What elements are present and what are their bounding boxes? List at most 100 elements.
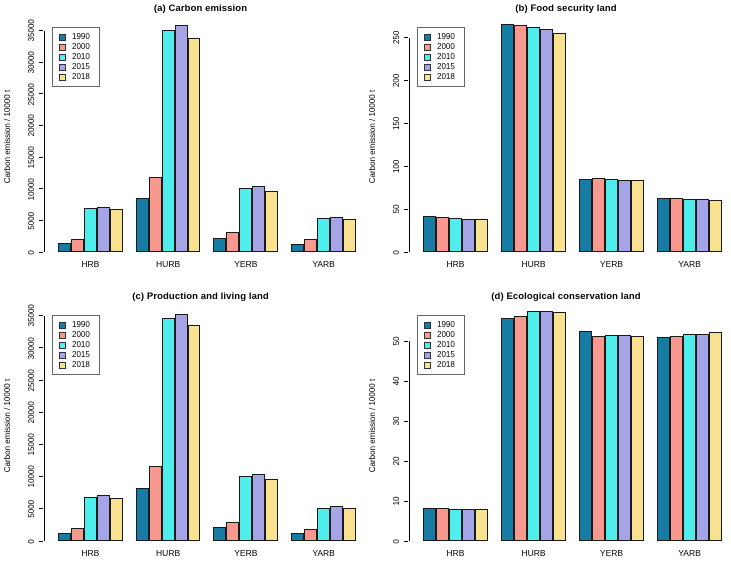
- bar-YERB-2000: [226, 521, 240, 541]
- y-tick-mark: [39, 30, 43, 32]
- y-tick-label: 30: [392, 416, 401, 426]
- legend-swatch-2015: [59, 351, 66, 359]
- bar-YARB-2018: [343, 219, 356, 252]
- bar-YARB-2010: [683, 333, 696, 541]
- bar-HRB-1990: [57, 532, 71, 541]
- legend-entry: 2000: [59, 330, 90, 340]
- y-tick-mark: [404, 500, 408, 502]
- legend-label: 1990: [72, 320, 90, 329]
- legend-label: 2010: [437, 52, 455, 61]
- y-axis-line: [44, 30, 45, 252]
- legend-entry: 2000: [59, 42, 90, 52]
- y-tick-mark: [404, 380, 408, 382]
- bar-HURB-2010: [527, 311, 540, 541]
- x-category-label: YARB: [312, 548, 335, 558]
- legend-swatch-2018: [59, 361, 66, 369]
- legend-entry: 2015: [424, 350, 455, 360]
- bar-HURB-2015: [174, 24, 188, 252]
- legend-label: 2015: [437, 62, 455, 71]
- legend-swatch-2000: [424, 43, 431, 51]
- y-tick-mark: [39, 540, 43, 542]
- bar-YARB-2010: [317, 507, 331, 541]
- bar-HURB-2000: [514, 24, 527, 252]
- bar-HRB-2000: [436, 507, 449, 541]
- bar-YERB-2000: [592, 178, 605, 252]
- bar-YERB-2018: [265, 190, 279, 252]
- bar-HRB-2000: [436, 216, 449, 252]
- bar-HRB-2015: [462, 218, 475, 252]
- legend-swatch-2010: [59, 53, 66, 61]
- bar-HRB-2018: [475, 219, 488, 252]
- y-tick-label: 20: [392, 456, 401, 466]
- bar-YARB-1990: [291, 243, 305, 252]
- plot-area: 0 10 20 30 40 50 HRB HURB YERB YARB 1990 2000 2010 20…: [392, 306, 722, 558]
- legend-entry: 2010: [424, 52, 455, 62]
- legend-label: 2010: [72, 340, 90, 349]
- bar-HRB-2018: [109, 497, 123, 541]
- y-tick-mark: [39, 156, 43, 158]
- y-tick-label: 5000: [27, 499, 36, 518]
- y-tick-label: 20000: [27, 114, 36, 137]
- x-category-label: YARB: [678, 259, 701, 269]
- legend: 1990 2000 2010 2015 2018: [52, 27, 100, 87]
- y-tick-mark: [404, 165, 408, 167]
- bar-HURB-2015: [540, 29, 553, 252]
- bar-YERB-2015: [618, 334, 631, 541]
- plot-area: 0 50 100 150 200 250 HRB HURB YERB YARB 1990 2000 20…: [392, 18, 722, 269]
- legend-entry: 1990: [424, 32, 455, 42]
- legend-label: 2018: [437, 72, 455, 81]
- bar-HRB-2015: [462, 509, 475, 541]
- legend-entry: 2018: [424, 72, 455, 82]
- y-tick-mark: [39, 347, 43, 349]
- bar-YARB-1990: [291, 533, 305, 541]
- panel-carbon-emission: (a) Carbon emission Carbon emission / 10…: [0, 0, 365, 288]
- y-tick-mark: [39, 219, 43, 221]
- y-tick-mark: [404, 460, 408, 462]
- y-tick-mark: [404, 122, 408, 124]
- bar-YARB-2015: [696, 198, 709, 252]
- legend-entry: 2000: [424, 42, 455, 52]
- panel-ecological-conservation-land: (d) Ecological conservation land Carbon …: [365, 288, 731, 577]
- legend-entry: 2018: [59, 360, 90, 370]
- x-category-label: YERB: [599, 548, 624, 558]
- bar-YERB-1990: [579, 331, 592, 541]
- bar-YERB-1990: [579, 179, 592, 252]
- legend-entry: 2015: [424, 62, 455, 72]
- bar-HRB-1990: [57, 243, 71, 252]
- plot-area: 0 5000 10000 15000 20000 25000 30000 35000 HRB HU…: [27, 305, 356, 558]
- legend-entry: 1990: [59, 320, 90, 330]
- y-tick-label: 25000: [27, 368, 36, 392]
- bar-HRB-2000: [70, 238, 84, 252]
- legend-label: 2018: [437, 360, 455, 369]
- legend-label: 1990: [437, 320, 455, 329]
- y-tick-mark: [39, 61, 43, 63]
- legend: 1990 2000 2010 2015 2018: [52, 315, 100, 375]
- y-tick-label: 30000: [27, 336, 36, 359]
- y-tick-label: 10000: [27, 465, 36, 488]
- legend-label: 2000: [72, 330, 90, 339]
- legend-swatch-1990: [424, 33, 431, 41]
- bar-YARB-2018: [709, 332, 722, 541]
- x-category-label: HURB: [156, 548, 181, 558]
- y-tick-label: 30000: [27, 51, 36, 74]
- legend-swatch-2000: [59, 331, 66, 339]
- legend-entry: 1990: [424, 320, 455, 330]
- legend-swatch-2018: [424, 361, 431, 369]
- panel-title: (a) Carbon emission: [153, 3, 248, 14]
- bar-YARB-2010: [683, 198, 696, 252]
- y-tick-mark: [404, 251, 408, 253]
- legend-entry: 2010: [59, 52, 90, 62]
- y-tick-mark: [39, 508, 43, 510]
- y-tick-mark: [404, 340, 408, 342]
- y-axis-label: Carbon emission / 10000 t: [368, 89, 377, 184]
- bar-HURB-2000: [514, 316, 527, 541]
- bar-YARB-1990: [657, 337, 670, 541]
- y-tick-label: 10: [392, 496, 401, 506]
- y-tick-label: 0: [392, 249, 401, 255]
- legend-label: 2010: [72, 52, 90, 61]
- x-category-label: HRB: [446, 548, 465, 558]
- y-axis-label: Carbon emission / 10000 t: [368, 378, 377, 472]
- legend-swatch-2018: [424, 73, 431, 81]
- y-tick-mark: [39, 443, 43, 445]
